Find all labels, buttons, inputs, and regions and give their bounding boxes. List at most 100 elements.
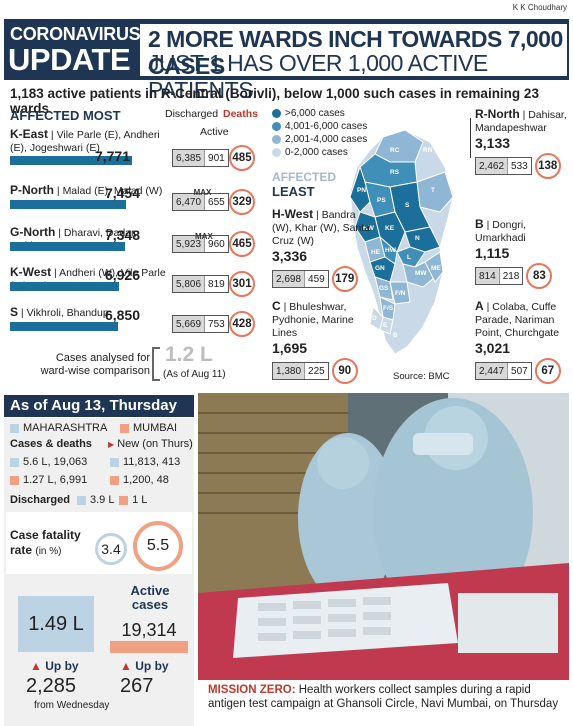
deaths-value: 465 <box>229 231 255 257</box>
map-ward-pn <box>349 165 371 213</box>
ward-label: P-North | Malad (E), Malad (W) <box>10 183 163 198</box>
col-active: Active <box>200 126 229 138</box>
map-ward-label: F/S <box>383 305 394 312</box>
ward-numbers: 2,447 507 <box>475 362 532 380</box>
map-ward-label: GS <box>379 285 389 292</box>
ward-name: R-North | Dahisar, Mandapeshwar <box>475 107 567 135</box>
map-ward-label: B <box>393 332 398 339</box>
map-ward-label: E <box>383 322 388 329</box>
active-value: 507 <box>511 365 528 377</box>
photo-caption: MISSION ZERO: Health workers collect sam… <box>208 684 559 710</box>
analysed-label: Cases analysed for ward-wise comparison <box>40 352 150 377</box>
mh-up: 2,285 <box>26 675 77 697</box>
photo-credit: K K Choudhary <box>512 3 567 12</box>
map-ward-gs <box>374 276 394 301</box>
active-value: 901 <box>208 152 225 164</box>
discharged-value: 5,923 <box>173 236 206 252</box>
max-label-2: MAX <box>195 232 213 241</box>
map-ward-label: KE <box>385 225 395 232</box>
discharged-value: 2,447 <box>476 363 509 379</box>
map-ward-fn <box>389 281 411 305</box>
map-ward-n <box>404 226 441 253</box>
ward-bar <box>10 282 119 291</box>
cfr-mh: 3.4 <box>95 533 127 565</box>
map-ward-label: RN <box>423 147 433 154</box>
source: Source: BMC <box>393 371 450 382</box>
map-ward-d <box>369 305 384 331</box>
ward-total: 7,771 <box>94 148 130 164</box>
headline-box <box>140 24 567 76</box>
ward-rnorth: R-North | Dahisar, Mandapeshwar 3,133 2,46… <box>475 108 567 179</box>
ward-numbers: 5,669 753 <box>172 315 229 333</box>
section-affected-most: AFFECTED MOST <box>10 108 121 123</box>
rnorth-leader <box>470 118 471 158</box>
new-thurs-label: ▶ New (on Thurs) <box>108 438 193 450</box>
ward-numbers: 5,806 819 <box>172 275 229 293</box>
map-ward-label: HW <box>385 247 397 254</box>
map-ward-label: F/N <box>395 290 406 297</box>
map-ward-label: PN <box>357 187 366 194</box>
map-ward-gn <box>369 256 396 283</box>
active-value: 960 <box>208 238 225 250</box>
affected-label: AFFECTED <box>10 108 80 123</box>
ward-total: 3,021 <box>475 340 511 356</box>
map-ward-label: HE <box>371 249 381 256</box>
col-deaths: Deaths <box>223 108 259 120</box>
photo-health-workers <box>198 393 569 680</box>
from-wednesday: from Wednesday <box>34 700 110 711</box>
map-ward-label: A <box>387 347 392 354</box>
max-label-1: MAX <box>193 188 212 197</box>
active-value: 533 <box>511 160 528 172</box>
mumbai-ward-map: RC RS PN PS T S KW KE N L HE HW MW ME GN F/N GS F/S ED B CA R… <box>349 129 454 355</box>
asof-banner: As of Aug 13, Thursday <box>4 395 194 417</box>
face-shield <box>413 433 473 455</box>
discharged-value: 1,380 <box>273 363 306 379</box>
deaths-value: 67 <box>534 358 561 384</box>
active-value: 218 <box>502 270 520 282</box>
ward-c: C | Bhuleshwar, Pydhonie, Marine Lines 1,… <box>272 300 372 384</box>
map-ward-label: T <box>431 187 435 194</box>
subhead: 1,183 active patients in R-Central (Bori… <box>10 86 539 116</box>
ward-name: H-West | Bandra (W), Khar (W), Santa Cru… <box>272 207 371 248</box>
ward-total: 7,454 <box>104 185 140 201</box>
mum-up-label: ▲ Up by <box>120 659 169 673</box>
legend-item: >6,000 cases <box>272 108 367 119</box>
active-value: 459 <box>308 273 325 285</box>
cfr-mum: 5.5 <box>133 521 183 571</box>
map-ward-label: KW <box>363 225 375 232</box>
deaths-value: 179 <box>331 266 358 292</box>
headline-line1: 2 MORE WARDS INCH TOWARDS 7,000 CASES <box>148 26 563 79</box>
ward-numbers: 2,698 459 <box>272 270 329 288</box>
ward-bar <box>10 242 125 251</box>
legend-item: 2,001-4,000 cases <box>272 134 367 145</box>
deaths-value: 90 <box>331 358 358 384</box>
ward-a: A | Colaba, Cuffe Parade, Nariman Point,… <box>475 300 567 384</box>
deaths-value: 301 <box>229 271 255 297</box>
map-ward-l <box>396 246 426 268</box>
ward-total: 3,336 <box>272 248 308 264</box>
ward-b: B | Dongri, Umarkhadi 1,115 814 218 83 <box>475 218 567 289</box>
legend-mh: MAHARASHTRA <box>10 422 107 434</box>
ward-bar <box>10 156 132 165</box>
active-value: 225 <box>308 365 325 377</box>
least-affected-label: AFFECTED <box>272 170 336 184</box>
ward-numbers: 6,470 655 <box>172 193 229 211</box>
mh-up-label: ▲ Up by <box>30 659 79 673</box>
triangle-icon: ▶ <box>108 440 115 449</box>
map-labels: RC RS PN PS T S KW KE N L HE HW MW ME GN F/N GS F/S ED B CA R… <box>357 147 441 354</box>
deaths-value: 138 <box>534 153 561 179</box>
discharged-value: 814 <box>476 268 500 284</box>
mh-cases: 5.6 L, 19,063 <box>10 456 87 468</box>
ward-total: 3,133 <box>475 135 511 151</box>
legend-mumbai: MUMBAI <box>120 422 177 434</box>
headline-line2: JUST 1 HAS OVER 1,000 ACTIVE PATIENTS <box>148 50 488 103</box>
ward-numbers: 5,923 960 <box>172 235 229 253</box>
ward-numbers: 6,385 901 <box>172 149 229 167</box>
col-discharged: Discharged <box>165 108 219 120</box>
deaths-value: 83 <box>526 263 553 289</box>
map-ward-me <box>424 251 444 283</box>
ward-total: 7,348 <box>104 227 140 243</box>
ward-hwest: H-West | Bandra (W), Khar (W), Santa Cru… <box>272 208 372 292</box>
map-ward-label: PS <box>377 197 386 204</box>
up-arrow-icon: ▲ <box>30 659 42 673</box>
